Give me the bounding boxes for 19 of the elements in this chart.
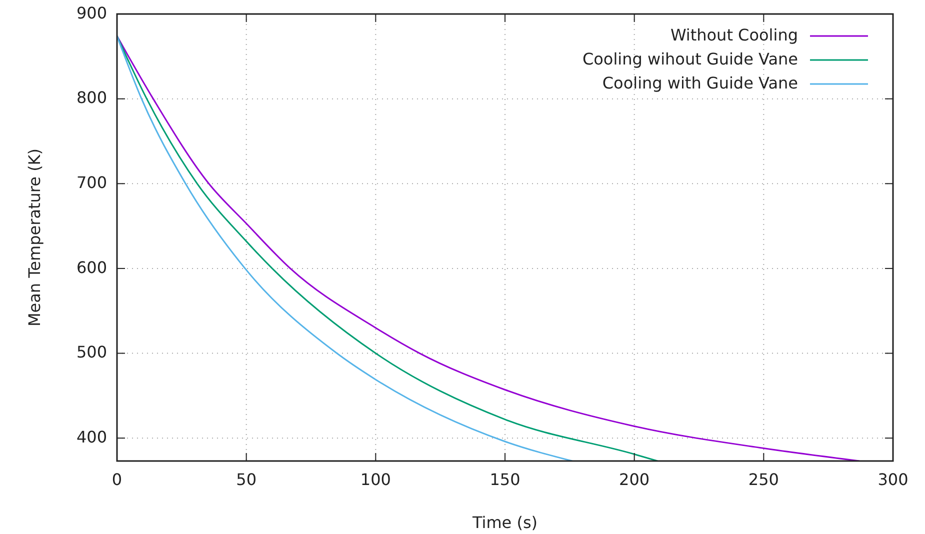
y-tick-label: 400 — [76, 427, 107, 446]
x-tick-label: 250 — [748, 470, 779, 489]
line-series — [117, 35, 574, 461]
y-tick-label: 800 — [76, 88, 107, 108]
legend-label: Cooling wihout Guide Vane — [582, 49, 798, 68]
x-tick-label: 50 — [236, 470, 257, 489]
x-tick-label: 150 — [490, 470, 520, 489]
legend-label: Cooling with Guide Vane — [602, 73, 798, 92]
x-tick-label: 200 — [619, 470, 650, 489]
x-tick-label: 0 — [112, 470, 122, 489]
x-tick-label: 300 — [878, 470, 908, 489]
legend-label: Without Cooling — [670, 25, 798, 44]
x-tick-label: 100 — [360, 470, 391, 489]
x-axis-title: Time (s) — [471, 513, 538, 532]
y-tick-label: 600 — [76, 258, 107, 277]
y-tick-label: 500 — [76, 342, 107, 362]
y-tick-label: 700 — [76, 173, 107, 192]
y-axis-title: Mean Temperature (K) — [25, 148, 44, 327]
y-tick-label: 900 — [76, 3, 107, 22]
